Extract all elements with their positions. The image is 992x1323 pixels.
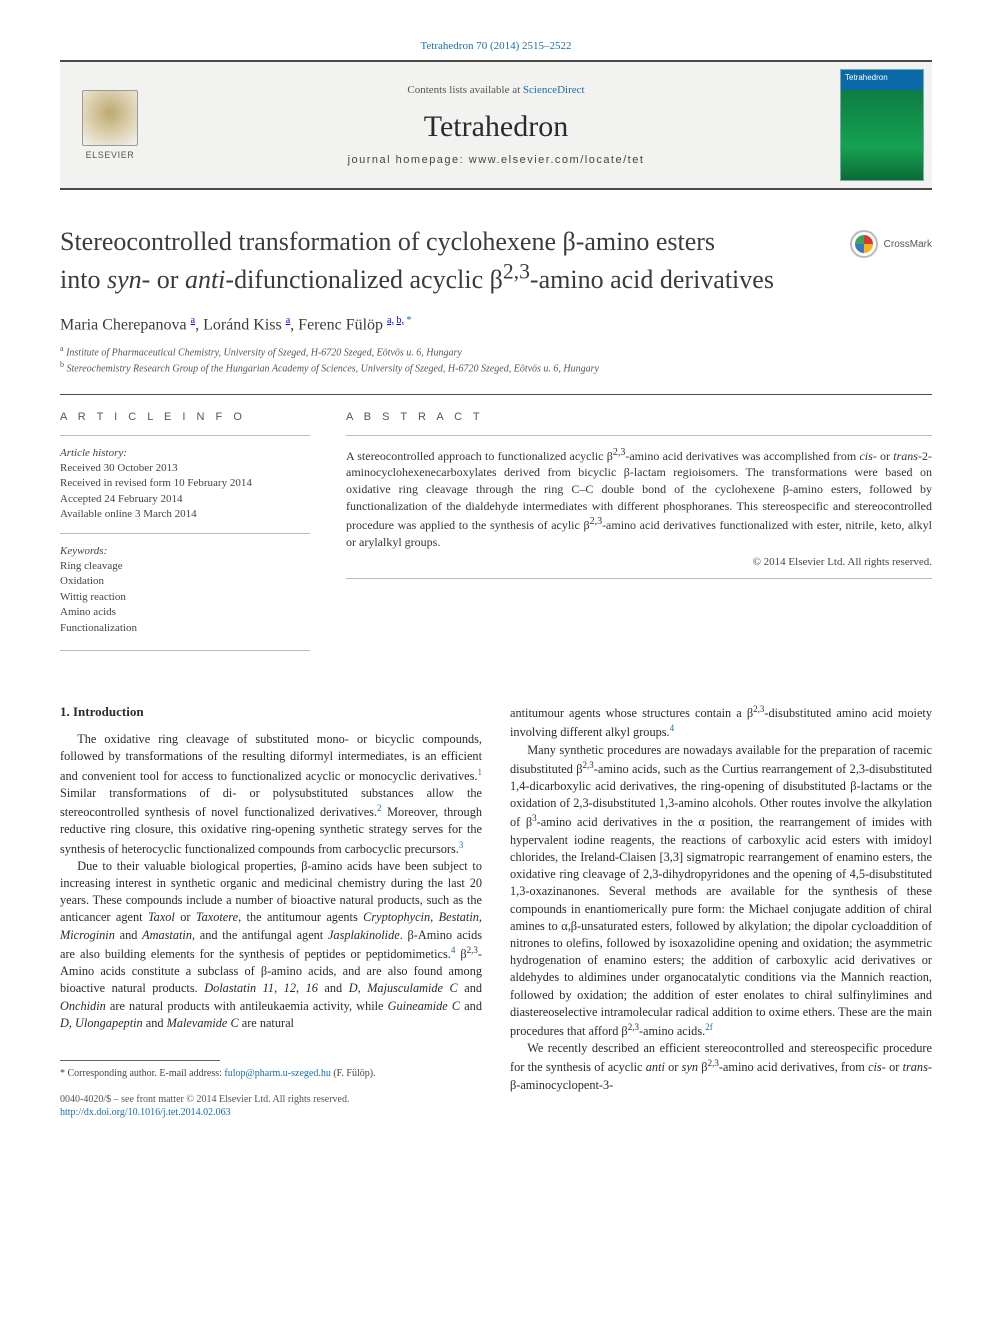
history-line-1: Received in revised form 10 February 201… — [60, 476, 310, 491]
publisher-label: ELSEVIER — [86, 150, 135, 160]
keyword-0: Ring cleavage — [60, 559, 310, 574]
history-line-2: Accepted 24 February 2014 — [60, 492, 310, 507]
contents-prefix: Contents lists available at — [407, 84, 522, 96]
keyword-3: Amino acids — [60, 605, 310, 620]
affiliation-b: Stereochemistry Research Group of the Hu… — [67, 363, 599, 374]
history-line-3: Available online 3 March 2014 — [60, 507, 310, 522]
title-line-1: Stereocontrolled transformation of cyclo… — [60, 227, 715, 256]
journal-title: Tetrahedron — [424, 110, 569, 144]
para-3: antitumour agents whose structures conta… — [510, 703, 932, 742]
footer-meta: 0040-4020/$ – see front matter © 2014 El… — [60, 1093, 482, 1120]
crossmark-icon — [850, 230, 878, 258]
article-history: Article history: Received 30 October 201… — [60, 446, 310, 523]
homepage-prefix: journal homepage: — [348, 154, 469, 166]
abstract-text: A stereocontrolled approach to functiona… — [346, 446, 932, 551]
info-sep-2 — [60, 533, 310, 534]
copyright: © 2014 Elsevier Ltd. All rights reserved… — [346, 556, 932, 568]
body-two-columns: 1. Introduction The oxidative ring cleav… — [60, 703, 932, 1120]
publisher-logo-cell: ELSEVIER — [60, 62, 160, 188]
keyword-2: Wittig reaction — [60, 590, 310, 605]
corr-star[interactable]: * — [407, 315, 412, 326]
keyword-1: Oxidation — [60, 574, 310, 589]
corr-label: * Corresponding author. E-mail address: — [60, 1068, 224, 1079]
info-sep-1 — [60, 435, 310, 436]
authors: Maria Cherepanova a, Loránd Kiss a, Fere… — [60, 315, 932, 334]
journal-cover[interactable]: Tetrahedron — [840, 69, 924, 181]
homepage-line: journal homepage: www.elsevier.com/locat… — [348, 154, 645, 166]
citation-link[interactable]: Tetrahedron 70 (2014) 2515–2522 — [420, 40, 571, 52]
cover-title: Tetrahedron — [845, 73, 919, 82]
ref-4b[interactable]: 4 — [670, 725, 675, 739]
keywords-block: Keywords: Ring cleavage Oxidation Wittig… — [60, 544, 310, 636]
history-label: Article history: — [60, 446, 310, 461]
ref-2[interactable]: 2 — [377, 805, 382, 819]
corresponding-author-note: * Corresponding author. E-mail address: … — [60, 1067, 482, 1081]
rule-top — [60, 394, 932, 395]
para-1: The oxidative ring cleavage of substitut… — [60, 731, 482, 858]
affil-ref-a[interactable]: a — [191, 315, 195, 326]
homepage-url[interactable]: www.elsevier.com/locate/tet — [469, 154, 645, 166]
ref-2f[interactable]: 2f — [705, 1024, 713, 1038]
ref-1[interactable]: 1 — [478, 769, 483, 783]
contents-line: Contents lists available at ScienceDirec… — [407, 84, 584, 96]
masthead: ELSEVIER Contents lists available at Sci… — [60, 60, 932, 190]
section-1-heading: 1. Introduction — [60, 703, 482, 721]
footnote-rule — [60, 1060, 220, 1061]
sciencedirect-link[interactable]: ScienceDirect — [523, 84, 585, 96]
affiliation-a: Institute of Pharmaceutical Chemistry, U… — [66, 347, 462, 358]
elsevier-logo[interactable]: ELSEVIER — [75, 80, 145, 170]
affiliations: a Institute of Pharmaceutical Chemistry,… — [60, 344, 932, 376]
ref-3[interactable]: 3 — [459, 842, 464, 856]
rule-under-info — [60, 650, 310, 651]
footer-line-1: 0040-4020/$ – see front matter © 2014 El… — [60, 1093, 482, 1107]
para-2: Due to their valuable biological propert… — [60, 858, 482, 1032]
para-5: We recently described an efficient stere… — [510, 1040, 932, 1094]
corr-email-link[interactable]: fulop@pharm.u-szeged.hu — [224, 1068, 330, 1079]
abstract-label: A B S T R A C T — [346, 411, 932, 423]
doi-link[interactable]: http://dx.doi.org/10.1016/j.tet.2014.02.… — [60, 1107, 231, 1118]
affil-ref-a2[interactable]: a — [286, 315, 290, 326]
keywords-label: Keywords: — [60, 544, 310, 559]
ref-4a[interactable]: 4 — [451, 947, 456, 961]
abs-sep-bot — [346, 578, 932, 579]
abs-sep-top — [346, 435, 932, 436]
article-info-label: A R T I C L E I N F O — [60, 411, 310, 423]
title-line-2: into syn- or anti-difunctionalized acycl… — [60, 265, 774, 294]
article-title: Stereocontrolled transformation of cyclo… — [60, 226, 932, 297]
para-4: Many synthetic procedures are nowadays a… — [510, 742, 932, 1041]
elsevier-tree-icon — [82, 90, 138, 146]
keyword-4: Functionalization — [60, 621, 310, 636]
history-line-0: Received 30 October 2013 — [60, 461, 310, 476]
affil-ref-b[interactable]: b, — [397, 315, 405, 326]
crossmark-badge[interactable]: CrossMark — [850, 230, 932, 258]
affil-ref-ab[interactable]: a, — [387, 315, 394, 326]
crossmark-label: CrossMark — [884, 239, 932, 250]
journal-cover-cell: Tetrahedron — [832, 62, 932, 188]
corr-name: (F. Fülöp). — [331, 1068, 376, 1079]
